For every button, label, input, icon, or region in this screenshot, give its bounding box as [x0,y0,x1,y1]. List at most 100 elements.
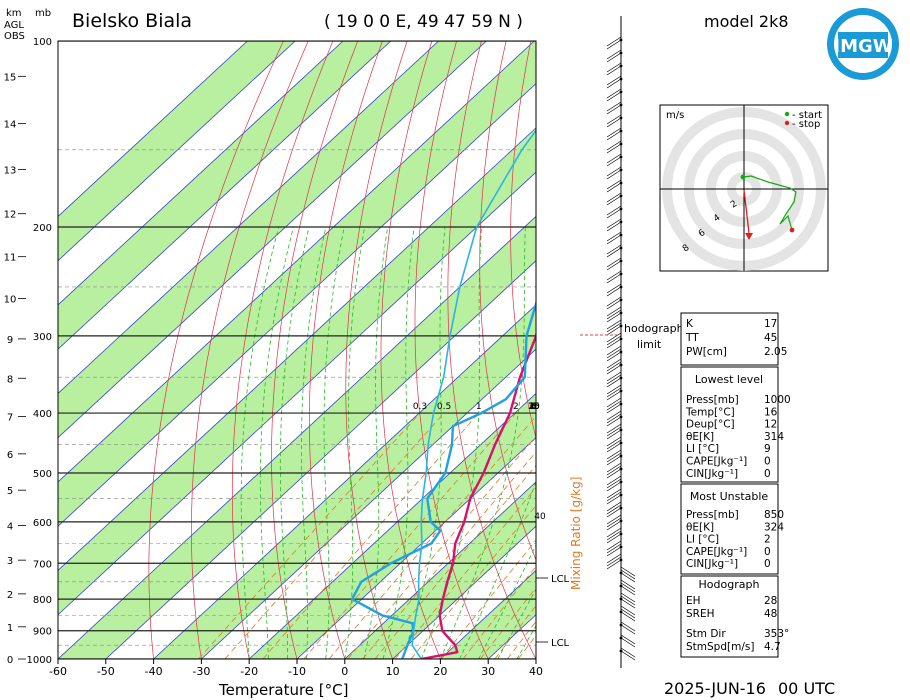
moist-adiabat [323,226,345,659]
km-tick-label: 14 [4,120,17,131]
index-mu-value: 324 [764,521,784,533]
wind-barb-flag [606,452,622,463]
wind-barb-flag [620,579,636,590]
wind-barb-flag [606,299,622,310]
wind-barb-flag [606,309,622,320]
hodo-stop-marker [784,120,790,126]
mixing-ratio-label: Mixing Ratio [g/kg] [569,477,583,590]
wind-barb-flag [620,624,636,635]
wind-barb-flag [606,501,622,512]
wind-barb-flag [606,546,622,557]
pressure-tick-label: 900 [33,627,52,638]
isotherm-line [248,392,536,659]
wind-barb-flag [606,504,622,515]
lcl-label: LCL [551,638,570,649]
isotherm-line [58,215,536,659]
wind-barb-flag [606,332,622,343]
wind-barb-flag [620,608,636,619]
km-tick-label: 6 [7,450,13,461]
index-top-value: 45 [764,332,777,344]
wind-barb-flag [606,260,622,271]
wind-barb-flag [606,270,622,281]
wind-barb-flag [606,335,622,346]
index-top-label: K [686,318,694,330]
series-parcel [411,129,536,659]
isotherm-band [58,127,536,615]
wind-barb-flag [606,374,622,385]
km-tick-label: 3 [7,556,13,567]
index-mu-value: 2 [764,534,771,546]
wind-barb-flag [606,322,622,333]
agl-label: AGL [4,20,24,31]
wind-barb-flag [606,195,622,206]
index-lowest-value: 16 [764,406,778,418]
moist-adiabat [240,226,280,659]
wind-barb-flag [606,364,622,375]
valid-time: 00 UTC [778,679,835,698]
wind-barb-flag [606,156,622,167]
hodograph-limit-label-1: hodograph [624,322,684,335]
index-lowest-label: Temp[°C] [685,406,735,418]
x-tick-label: 30 [481,665,495,678]
isotherm-line [392,525,536,659]
x-tick-label: 0 [341,665,348,678]
mixing-ratio-tick: 25 [528,402,539,412]
wind-barb-flag [606,205,622,216]
moist-adiabat [497,588,536,659]
mixing-ratio-tick: 6 [531,402,537,412]
wind-barb-flag [620,605,636,616]
wind-barb-flag [606,182,622,193]
index-lowest-value: 12 [764,419,777,431]
index-mu-value: 0 [764,546,771,558]
indices-box-hodograph [680,575,779,658]
isotherm-line [201,348,536,659]
mixing-ratio-tick: 3 [531,402,537,412]
wind-barb-flag [620,585,636,596]
pressure-tick-label: 1000 [27,655,52,666]
x-tick-label: -30 [192,665,210,678]
isotherm-line [58,41,344,306]
indices-panel: K 17 TT 45 PW[cm] 2.05 Lowest level Press[mb] 10… [680,312,791,658]
hodo-stop-point [789,227,795,233]
wind-barb-flag [606,286,622,297]
wind-barb-flag [606,143,622,154]
km-tick-label: 1 [7,623,13,634]
hodograph-index-title: Hodograph [699,578,760,591]
pressure-tick-label: 800 [33,595,52,606]
index-mu-label: LI [°C] [686,534,719,546]
lowest-level-title: Lowest level [695,373,763,386]
logo-text: IMGW [833,36,892,57]
index-mu-label: CAPE[Jkg⁻¹] [686,546,747,558]
wind-barb-flag [606,520,622,531]
lcl-label: LCL [551,574,570,585]
index-mu-value: 850 [764,509,784,521]
wind-barb-flag [620,621,636,632]
wind-barb-flag [606,527,622,538]
index-lowest-value: 0 [764,468,771,480]
hodo-ring-label-8: 8 [681,243,692,255]
index-mu-label: Press[mb] [686,509,739,521]
wind-barb-flag [606,507,622,518]
wind-barb-flag [606,218,622,229]
index-hodo-value: 4.7 [764,641,781,653]
wind-barb-flag [606,429,622,440]
index-hodo-value: 353° [764,628,789,640]
series-temperature [421,330,536,659]
hodo-start-point [740,174,746,180]
isotherm-line [105,260,536,659]
wind-barb-flag [606,413,622,424]
isotherm-line [58,41,439,394]
wind-barb-flag [606,410,622,421]
x-tick-label: -10 [288,665,306,678]
index-hodo-label: Stm Dir [686,628,726,640]
pressure-tick-label: 500 [33,469,52,480]
index-top-value: 2.05 [764,346,787,358]
index-lowest-value: 314 [764,431,784,443]
wind-barb-flag [606,208,622,219]
index-hodo-label: EH [686,595,701,607]
wind-barb-flag [606,338,622,349]
dry-adiabat [902,41,910,659]
most-unstable-title: Most Unstable [690,490,769,503]
wind-barb-flag [620,637,636,648]
pressure-tick-label: 700 [33,559,52,570]
